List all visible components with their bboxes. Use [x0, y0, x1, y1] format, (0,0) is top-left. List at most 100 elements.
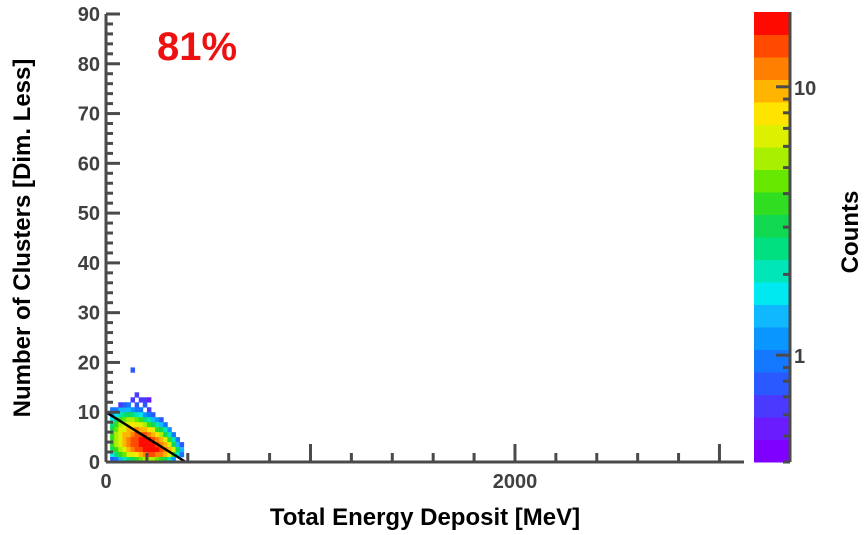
heatmap-bin: [126, 402, 131, 408]
heatmap-bin: [155, 432, 160, 438]
heatmap-bin: [150, 412, 156, 418]
efficiency-annotation: 81%: [157, 25, 237, 69]
y-tick-label: 20: [78, 352, 100, 374]
colorbar: 1 10: [754, 12, 816, 464]
heatmap-bin: [163, 457, 168, 462]
heatmap-bin: [130, 397, 136, 403]
y-tick-label: 10: [78, 402, 100, 424]
heatmap-bin: [122, 412, 127, 418]
heatmap-bin: [122, 407, 127, 413]
heatmap-bin: [155, 447, 160, 453]
heatmap-bin: [159, 432, 164, 438]
y-tick-label: 80: [78, 54, 100, 76]
heatmap-bin: [142, 452, 148, 458]
heatmap-bin: [138, 397, 144, 403]
heatmap-bin: [142, 442, 148, 448]
heatmap-bin: [114, 432, 119, 438]
heatmap-bin: [142, 447, 148, 453]
heatmap-bin: [138, 442, 144, 448]
heatmap-bin: [134, 412, 140, 418]
heatmap-bin: [122, 442, 127, 448]
heatmap-bin: [146, 447, 152, 453]
heatmap-bin: [167, 427, 172, 433]
cut-line: [105, 411, 187, 464]
heatmap-bin: [126, 432, 131, 438]
heatmap-bin: [146, 417, 152, 423]
heatmap-bin: [114, 407, 119, 413]
heatmap-bin: [122, 417, 127, 423]
heatmap-bin: [138, 412, 144, 418]
heatmap-bin: [110, 447, 115, 453]
heatmap-bin: [134, 407, 140, 413]
colorbar-swatch: [754, 169, 790, 193]
heatmap-bin: [167, 447, 172, 453]
heatmap-bin: [146, 432, 152, 438]
x-tick-label: 2000: [493, 471, 538, 493]
plot-axes: 0 10 20 30 40 50 60 70 80 90 0 2000: [78, 4, 744, 493]
heatmap-bin: [134, 417, 140, 423]
heatmap-bin: [134, 437, 140, 443]
heatmap-bin: [114, 412, 119, 418]
colorbar-swatch: [754, 282, 790, 305]
colorbar-swatch: [754, 327, 790, 350]
heatmap-bin: [142, 402, 148, 408]
y-tick-label: 30: [78, 303, 100, 325]
heatmap-bin: [138, 407, 144, 413]
heatmap-bin: [126, 412, 131, 418]
heatmap-bin: [126, 427, 131, 433]
heatmap-bin: [122, 427, 127, 433]
heatmap-bin: [130, 407, 136, 413]
heatmap-bin: [134, 392, 140, 398]
heatmap-bin: [155, 422, 160, 428]
heatmap-bin: [110, 452, 115, 458]
heatmap-bin: [171, 432, 176, 438]
colorbar-swatch: [754, 124, 790, 148]
colorbar-tick-label: 1: [794, 346, 805, 368]
heatmap-bin: [122, 447, 127, 453]
heatmap-bin: [159, 452, 164, 458]
heatmap-bin: [150, 422, 156, 428]
colorbar-swatch: [754, 349, 790, 373]
colorbar-swatch: [754, 79, 790, 103]
heatmap-bin: [171, 442, 176, 448]
colorbar-swatch: [754, 304, 790, 328]
heatmap-bin: [159, 457, 164, 462]
heatmap-bin: [167, 457, 172, 462]
heatmap-bin: [118, 442, 123, 448]
heatmap-bin: [118, 437, 123, 443]
heatmap-bin: [122, 402, 127, 408]
heatmap-bin: [126, 447, 131, 453]
heatmap-bin: [150, 417, 156, 423]
heatmap-bin: [138, 457, 144, 462]
heatmap-bin: [130, 417, 136, 423]
heatmap-bin: [163, 432, 168, 438]
heatmap-bin: [163, 422, 168, 428]
heatmap-bin: [175, 442, 181, 448]
heatmap-bin: [142, 457, 148, 462]
heatmap-bin: [179, 447, 185, 453]
heatmap-bin: [155, 427, 160, 433]
heatmap-bin: [167, 442, 172, 448]
heatmap-bin: [155, 417, 160, 423]
colorbar-swatch: [754, 259, 790, 283]
heatmap-bin: [134, 422, 140, 428]
heatmap-bin: [150, 437, 156, 443]
y-tick-label: 70: [78, 104, 100, 126]
heatmap-bin: [167, 437, 172, 443]
heatmap-bin: [134, 442, 140, 448]
colorbar-swatch: [754, 394, 790, 418]
heatmap-bin: [110, 427, 115, 433]
heatmap-bin: [150, 427, 156, 433]
heatmap-bin: [142, 397, 148, 403]
heatmap-bin: [122, 437, 127, 443]
heatmap-bin: [167, 432, 172, 438]
heatmap-bin: [142, 417, 148, 423]
heatmap-bin: [114, 427, 119, 433]
heatmap-bin: [130, 457, 136, 462]
colorbar-title: Counts: [837, 191, 864, 274]
heatmap-bin: [171, 437, 176, 443]
heatmap-bin: [163, 437, 168, 443]
colorbar-swatch: [754, 34, 790, 58]
heatmap-bin: [126, 457, 131, 462]
